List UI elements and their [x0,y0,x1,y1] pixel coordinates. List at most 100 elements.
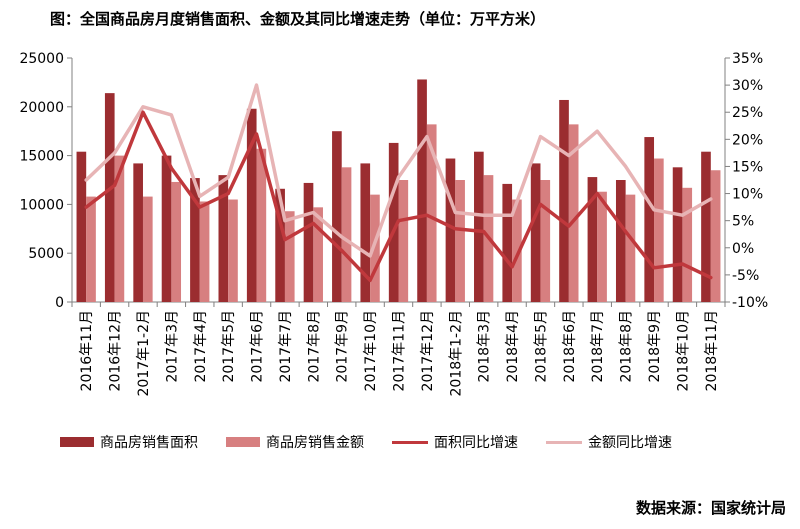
right-tick-label: 5% [732,214,754,230]
x-tick-label: 2017年4月 [193,310,209,383]
bar-area [701,151,711,302]
bar-amount [625,194,636,302]
legend-label-amount-growth: 金额同比增速 [588,435,672,451]
legend-swatch-amount-bar [226,437,260,447]
bar-amount [171,181,182,302]
legend-label-area-bar: 商品房销售面积 [100,435,198,451]
x-tick-label: 2018年1-2月 [448,310,464,397]
legend-swatch-area-bar [60,437,94,447]
x-tick-label: 2017年1-2月 [136,310,152,397]
right-tick-label: 20% [732,132,763,148]
right-tick-label: 25% [732,105,763,121]
x-tick-label: 2018年7月 [590,310,606,383]
bar-area [133,163,143,302]
x-tick-label: 2017年8月 [306,310,322,383]
bar-area [360,163,371,302]
right-tick-label: 10% [732,187,763,203]
bar-amount [455,180,465,302]
bar-area [615,180,626,302]
x-tick-label: 2017年3月 [164,310,180,383]
x-tick-label: 2017年7月 [278,310,294,383]
x-tick-label: 2018年8月 [619,310,635,383]
bar-area [275,188,285,302]
x-tick-label: 2018年10月 [675,310,691,391]
legend-swatch-area-growth [392,440,428,444]
bar-area [644,137,655,302]
bar-amount [568,124,579,302]
bar-area [445,158,456,302]
legend-swatch-amount-growth [546,440,582,444]
x-tick-label: 2016年11月 [79,310,95,391]
x-tick-label: 2017年10月 [363,310,379,391]
bar-area [474,151,484,302]
x-tick-label: 2018年4月 [505,310,521,383]
bar-amount [426,124,437,302]
left-tick-label: 5000 [28,246,64,262]
bar-area [104,93,115,302]
bar-amount [199,201,210,302]
x-tick-label: 2017年6月 [250,310,266,383]
bar-amount [682,187,693,302]
bar-amount [228,199,238,302]
bar-amount [398,180,409,302]
bar-area [559,99,569,302]
bar-amount [341,167,352,302]
x-tick-label: 2016年12月 [108,310,124,391]
left-tick-label: 10000 [19,197,64,213]
left-tick-label: 20000 [19,100,64,116]
x-tick-label: 2017年5月 [221,310,237,383]
bar-amount [256,148,267,302]
bar-area [672,167,683,302]
bar-amount [540,180,551,302]
line-area-growth [84,110,713,283]
legend-item-area-growth: 面积同比增速 [392,432,518,452]
bar-area [76,151,87,302]
bar-area [218,175,229,302]
bar-area [502,183,513,302]
bar-amount [710,170,721,302]
x-tick-label: 2018年11月 [704,310,720,391]
bar-amount [512,199,522,302]
bar-amount [370,194,380,302]
bar-area [332,131,342,302]
legend-label-amount-bar: 商品房销售金额 [266,435,364,451]
right-tick-label: 0% [732,241,754,257]
right-tick-label: 35% [732,51,763,67]
x-tick-label: 2018年6月 [562,310,578,383]
x-tick-label: 2018年9月 [647,310,663,383]
x-tick-label: 2017年11月 [392,310,408,391]
x-tick-label: 2018年5月 [533,310,549,383]
bar-amount [654,158,664,302]
legend-item-amount-growth: 金额同比增速 [546,432,672,452]
bar-amount [86,196,96,302]
bar-area [161,155,172,302]
bar-amount [142,196,153,302]
data-source: 数据来源：国家统计局 [635,499,786,517]
bar-area [587,177,598,302]
legend-label-area-growth: 面积同比增速 [434,435,518,451]
bar-area [530,163,541,302]
left-tick-label: 15000 [19,149,64,165]
right-tick-label: -5% [732,268,759,284]
x-tick-label: 2018年3月 [477,310,493,383]
right-tick-label: 30% [732,78,763,94]
bar-area [388,142,399,302]
legend-item-area-bar: 商品房销售面积 [60,432,198,452]
left-tick-label: 25000 [19,51,64,67]
chart-title: 图：全国商品房月度销售面积、金额及其同比增速走势（单位：万平方米） [50,10,546,28]
bar-amount [114,155,125,302]
left-tick-label: 0 [55,295,64,311]
bar-amount [284,211,295,302]
bar-area [303,182,314,302]
right-tick-label: -10% [732,295,768,311]
x-tick-label: 2017年9月 [335,310,351,383]
bar-amount [597,191,607,302]
bar-area [190,178,200,302]
bar-area [417,79,427,302]
line-amount-growth [84,83,713,258]
right-tick-label: 15% [732,159,763,175]
bar-amount [313,207,323,302]
x-tick-label: 2017年12月 [420,310,436,391]
legend-item-amount-bar: 商品房销售金额 [226,432,364,452]
